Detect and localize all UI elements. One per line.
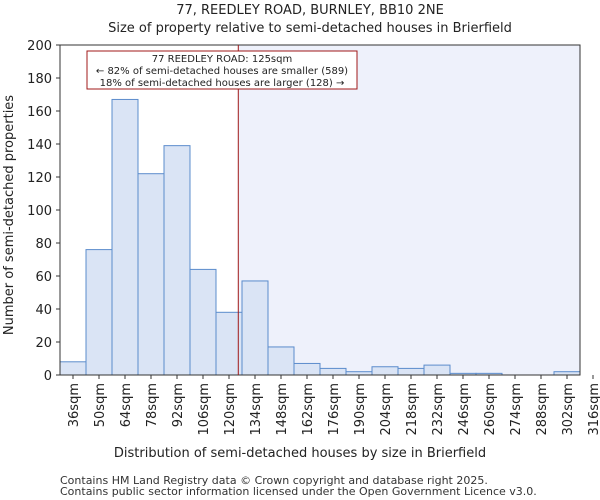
- x-tick-label: 274sqm: [509, 383, 524, 436]
- annotation-line-3: 18% of semi-detached houses are larger (…: [100, 78, 345, 89]
- bar-176sqm: [319, 367, 347, 376]
- plot-frame: [59, 44, 581, 376]
- x-tick-label: 64sqm: [119, 383, 134, 427]
- y-tick-label: 20: [35, 336, 52, 351]
- y-axis-label: Number of semi-detached properties: [2, 95, 17, 335]
- x-tick-label: 36sqm: [67, 383, 82, 427]
- bar-50sqm: [85, 249, 113, 376]
- bar-64sqm: [111, 98, 139, 376]
- x-tick-label: 260sqm: [483, 383, 498, 436]
- bar-group: [59, 98, 581, 376]
- x-tick-label: 134sqm: [249, 383, 264, 436]
- bar-36sqm: [59, 361, 87, 376]
- x-tick-label: 316sqm: [587, 383, 600, 436]
- x-tick-label: 120sqm: [223, 383, 238, 436]
- x-tick-label: 190sqm: [353, 383, 368, 436]
- y-tick-label: 200: [27, 39, 52, 54]
- y-tick-label: 0: [44, 369, 52, 384]
- bar-92sqm: [163, 145, 191, 376]
- x-tick-label: 302sqm: [561, 383, 576, 436]
- y-tick-label: 100: [27, 204, 52, 219]
- bar-148sqm: [267, 346, 295, 376]
- bar-218sqm: [397, 367, 425, 376]
- y-tick-label: 180: [27, 72, 52, 87]
- x-tick-label: 148sqm: [275, 383, 290, 436]
- chart-subtitle: Size of property relative to semi-detach…: [108, 21, 512, 36]
- y-tick-label: 80: [35, 237, 52, 252]
- x-tick-label: 288sqm: [535, 383, 550, 436]
- bar-78sqm: [137, 173, 165, 376]
- bar-232sqm: [423, 364, 451, 376]
- x-tick-label: 50sqm: [93, 383, 108, 427]
- y-tick-label: 60: [35, 270, 52, 285]
- y-axis-ticks: 0 20 40 60 80 100 120 140 160 180 200: [27, 39, 60, 384]
- x-tick-label: 204sqm: [379, 383, 394, 436]
- x-tick-label: 106sqm: [197, 383, 212, 436]
- x-tick-label: 232sqm: [431, 383, 446, 436]
- larger-region-shading: [238, 45, 581, 375]
- bar-162sqm: [293, 362, 321, 376]
- y-tick-label: 160: [27, 105, 52, 120]
- x-tick-label: 176sqm: [327, 383, 342, 436]
- bar-134sqm: [241, 280, 269, 376]
- annotation-line-2: ← 82% of semi-detached houses are smalle…: [96, 66, 348, 77]
- x-axis-ticks: 36sqm 50sqm 64sqm 78sqm 92sqm 106sqm 120sqm 134…: [67, 375, 600, 436]
- y-tick-label: 40: [35, 303, 52, 318]
- x-tick-label: 162sqm: [301, 383, 316, 436]
- y-tick-label: 140: [27, 138, 52, 153]
- y-tick-label: 120: [27, 171, 52, 186]
- x-axis-label: Distribution of semi-detached houses by …: [114, 446, 486, 461]
- chart-title: 77, REEDLEY ROAD, BURNLEY, BB10 2NE: [176, 3, 444, 18]
- bar-106sqm: [189, 268, 217, 376]
- x-tick-label: 218sqm: [405, 383, 420, 436]
- annotation-box-frame: [86, 50, 358, 90]
- x-tick-label: 92sqm: [171, 383, 186, 427]
- bar-204sqm: [371, 366, 399, 376]
- x-tick-label: 246sqm: [457, 383, 472, 436]
- footer-line-1: Contains HM Land Registry data © Crown c…: [60, 474, 488, 487]
- footer-line-2: Contains public sector information licen…: [60, 485, 537, 498]
- x-tick-label: 78sqm: [145, 383, 160, 427]
- annotation-line-1: 77 REEDLEY ROAD: 125sqm: [152, 54, 292, 65]
- annotation-box: 77 REEDLEY ROAD: 125sqm ← 82% of semi-de…: [86, 50, 358, 90]
